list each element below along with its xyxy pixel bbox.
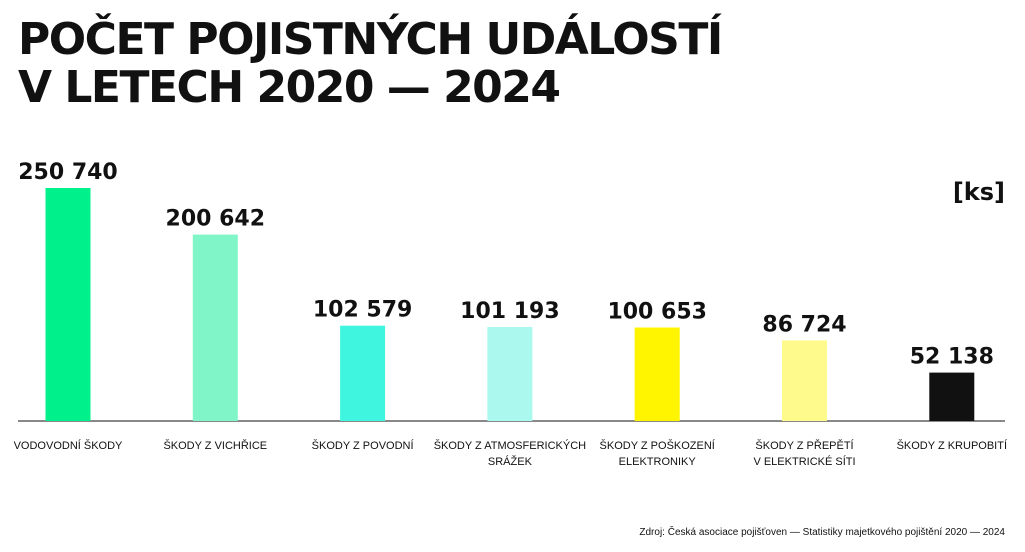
category-label-3: ŠKODY Z POVODNÍ: [312, 439, 415, 452]
category-label-2: ŠKODY Z VICHŘICE: [163, 439, 267, 452]
bar-5: [634, 327, 680, 421]
bar-3: [340, 325, 386, 421]
chart-title-line-2: V LETECH 2020 — 2024: [18, 62, 561, 113]
category-label-7: ŠKODY Z KRUPOBITÍ: [897, 439, 1008, 452]
bar-value-label-4: 101 193: [460, 299, 560, 324]
bar-value-label-6: 86 724: [762, 312, 846, 337]
bar-value-label-2: 200 642: [166, 207, 266, 232]
chart-title-line-1: POČET POJISTNÝCH UDÁLOSTÍ: [18, 14, 723, 65]
bar-value-label-3: 102 579: [313, 298, 413, 323]
category-label-1: VODOVODNÍ ŠKODY: [14, 439, 123, 452]
bar-7: [929, 372, 975, 421]
bar-value-label-5: 100 653: [607, 300, 707, 325]
bar-2: [192, 234, 238, 421]
category-label-6: ŠKODY Z PŘEPĚTÍ V ELEKTRICKÉ SÍTI: [753, 439, 855, 468]
bar-value-label-1: 250 740: [18, 160, 118, 185]
bar-6: [782, 340, 827, 421]
category-label-5: ŠKODY Z POŠKOZENÍ ELEKTRONIKY: [600, 439, 716, 468]
source-note: Zdroj: Česká asociace pojišťoven — Stati…: [639, 527, 1005, 538]
unit-label: [ks]: [952, 178, 1005, 206]
category-label-4: ŠKODY Z ATMOSFERICKÝCH SRÁŽEK: [434, 439, 586, 468]
chart-title: POČET POJISTNÝCH UDÁLOSTÍ V LETECH 2020 …: [18, 14, 723, 113]
bar-1: [45, 188, 91, 421]
bar-4: [487, 327, 533, 421]
bar-value-label-7: 52 138: [910, 345, 994, 370]
